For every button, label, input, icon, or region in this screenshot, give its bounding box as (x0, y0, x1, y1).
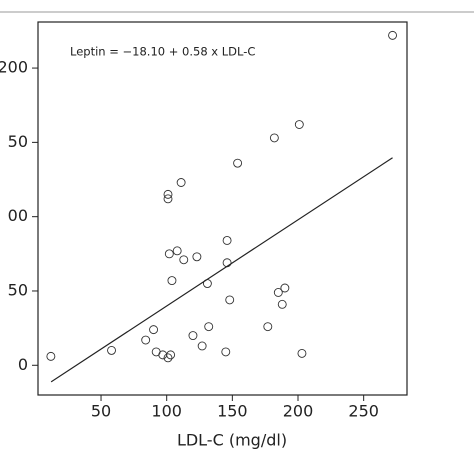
point (388, 30, 398, 40)
point (197, 341, 207, 351)
point (163, 194, 173, 204)
point (204, 322, 214, 332)
x-tick-label: 50 (91, 402, 111, 421)
point (221, 347, 231, 357)
point (163, 189, 173, 199)
point (176, 178, 186, 187)
x-tick-label: 200 (283, 402, 314, 421)
point (164, 249, 174, 259)
x-axis-label: LDL-C (mg/dl) (177, 431, 287, 450)
point (192, 252, 202, 262)
point (273, 288, 283, 297)
point (263, 322, 273, 332)
point (297, 348, 307, 358)
y-tick-label: 0 (18, 355, 28, 374)
y-tick-label: 00 (8, 206, 28, 225)
point (225, 295, 235, 305)
point (188, 331, 198, 341)
point (107, 345, 116, 355)
point (149, 325, 159, 335)
point (172, 246, 182, 256)
point (46, 351, 56, 361)
y-tick-label: 200 (0, 58, 28, 77)
point (277, 299, 287, 309)
point (280, 283, 290, 293)
point (294, 120, 304, 129)
x-tick-label: 150 (217, 402, 248, 421)
point (166, 350, 176, 360)
y-tick-label: 50 (8, 280, 28, 299)
x-tick-label: 250 (348, 402, 379, 421)
point (163, 353, 173, 363)
point (269, 133, 279, 143)
point (233, 158, 243, 168)
point (222, 236, 232, 245)
point (167, 276, 177, 286)
point (141, 335, 151, 345)
point (222, 258, 232, 268)
x-tick-label: 100 (151, 402, 182, 421)
annotation: Leptin = −18.10 + 0.58 x LDL-C (70, 45, 255, 59)
trend-line (50, 157, 393, 383)
plot-frame (37, 21, 408, 396)
point (179, 255, 189, 265)
y-tick-label: 50 (8, 132, 28, 151)
